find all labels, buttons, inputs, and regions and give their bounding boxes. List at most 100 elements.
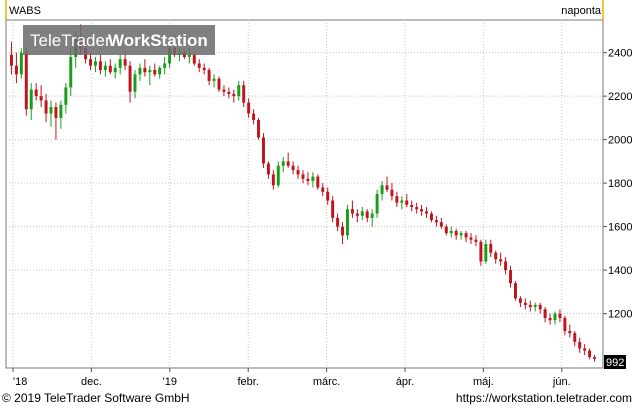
plot-area <box>5 19 604 369</box>
candle-body <box>528 304 532 308</box>
candle <box>509 265 513 288</box>
candle-body <box>14 65 18 75</box>
candle-body <box>479 241 483 262</box>
candle <box>118 54 122 75</box>
y-axis: 1200 1400 1600 1800 2000 2200 2400 <box>603 48 632 321</box>
candles <box>9 24 597 362</box>
candle-body <box>355 213 359 216</box>
candle-body <box>118 59 122 68</box>
candle-body <box>168 48 172 64</box>
candle <box>494 250 498 264</box>
candle <box>19 48 23 79</box>
candle-body <box>429 213 433 221</box>
candle <box>504 257 508 275</box>
candle <box>227 87 231 99</box>
candle-body <box>568 331 572 334</box>
candle <box>350 200 354 218</box>
candle-body <box>212 78 216 81</box>
candle <box>69 48 73 97</box>
candle-body <box>64 87 68 105</box>
candle <box>197 59 201 73</box>
candle-body <box>405 200 409 205</box>
candle <box>133 70 137 99</box>
candle-body <box>281 161 285 166</box>
candle <box>429 211 433 223</box>
candle <box>355 209 359 223</box>
candle-body <box>583 348 587 351</box>
candle <box>64 83 68 114</box>
candle-body <box>425 211 429 214</box>
candle <box>108 59 112 75</box>
candle-body <box>341 226 345 236</box>
candle <box>163 56 167 75</box>
candle-body <box>558 313 562 318</box>
candle-body <box>9 54 13 66</box>
candle-body <box>192 54 196 64</box>
x-tick-label: dec. <box>81 376 102 388</box>
candle-body <box>29 89 33 110</box>
x-tick-label: '19 <box>163 376 177 388</box>
candle-body <box>489 244 493 253</box>
candle <box>281 157 285 173</box>
candle-body <box>459 233 463 236</box>
candle-body <box>410 204 414 208</box>
last-price-box <box>604 355 626 369</box>
candle <box>553 311 557 325</box>
candle <box>444 224 448 236</box>
candle <box>291 161 295 175</box>
candle <box>321 183 325 197</box>
x-tick-label: márc. <box>313 376 341 388</box>
candle <box>479 239 483 266</box>
candle-body <box>133 74 137 92</box>
candle-body <box>242 85 246 103</box>
candle-body <box>375 194 379 214</box>
candle-body <box>464 233 468 238</box>
candle-body <box>548 317 552 321</box>
candle <box>593 354 597 362</box>
candle-body <box>44 100 48 114</box>
candle <box>365 209 369 223</box>
candle <box>420 204 424 216</box>
candle <box>316 174 320 190</box>
candle-body <box>365 211 369 218</box>
candle <box>568 324 572 338</box>
candle <box>261 133 265 168</box>
candle-body <box>513 283 517 299</box>
candle <box>29 83 33 121</box>
candle <box>103 61 107 77</box>
candle <box>54 102 58 140</box>
candle <box>306 172 310 186</box>
candle <box>484 239 488 264</box>
candle-body <box>207 70 211 81</box>
candle <box>247 98 251 118</box>
candle <box>34 83 38 101</box>
candle-body <box>306 178 310 181</box>
y-tick-label: 1200 <box>608 309 632 321</box>
source-url[interactable]: https://workstation.teletrader.com <box>455 391 632 405</box>
candle <box>454 228 458 240</box>
candle <box>563 315 567 336</box>
candle <box>380 180 384 201</box>
symbol-label: WABS <box>9 5 41 17</box>
candle <box>523 298 527 310</box>
candle-body <box>257 120 261 138</box>
candle-body <box>148 70 152 73</box>
candle <box>528 300 532 312</box>
candle-body <box>499 259 503 262</box>
watermark-box <box>23 25 215 55</box>
candle-body <box>370 213 374 218</box>
candle-body <box>187 54 191 57</box>
x-tick-label: jún. <box>552 376 571 388</box>
candle <box>14 52 18 84</box>
candle <box>449 226 453 238</box>
candle-body <box>593 357 597 359</box>
candle-body <box>494 252 498 260</box>
candle-body <box>509 270 513 284</box>
candle <box>266 161 270 179</box>
candle-body <box>301 174 305 179</box>
candle <box>326 187 330 205</box>
candle-body <box>123 59 127 66</box>
y-tick-label: 1400 <box>608 265 632 277</box>
candle <box>390 183 394 201</box>
